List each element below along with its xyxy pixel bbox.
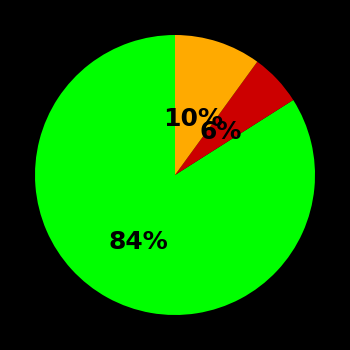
Text: 6%: 6% <box>200 120 242 144</box>
Wedge shape <box>35 35 315 315</box>
Wedge shape <box>175 35 257 175</box>
Text: 10%: 10% <box>163 107 223 131</box>
Wedge shape <box>175 62 293 175</box>
Text: 84%: 84% <box>108 231 168 254</box>
